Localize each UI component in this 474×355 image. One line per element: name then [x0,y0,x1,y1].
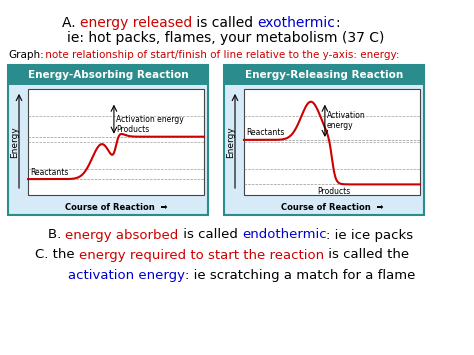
Text: Graph:: Graph: [8,50,44,60]
Text: Reactants: Reactants [246,129,284,137]
Text: is called: is called [192,16,258,30]
Bar [8,65,208,85]
Text: Energy-Absorbing Reaction: Energy-Absorbing Reaction [27,70,188,80]
Text: activation energy: activation energy [68,268,185,282]
Text: Energy-Releasing Reaction: Energy-Releasing Reaction [245,70,403,80]
Bar [8,65,208,215]
Text: : ie ice packs: : ie ice packs [327,229,414,241]
Text: :: : [336,16,340,30]
Text: Course of Reaction  ➡: Course of Reaction ➡ [65,203,167,213]
Text: note relationship of start/finish of line relative to the y-axis: energy:: note relationship of start/finish of lin… [42,50,400,60]
Text: A.: A. [62,16,80,30]
Text: Course of Reaction  ➡: Course of Reaction ➡ [281,203,383,213]
Text: is called: is called [179,229,242,241]
Text: : ie scratching a match for a flame: : ie scratching a match for a flame [185,268,415,282]
Text: ie: hot packs, flames, your metabolism (37 C): ie: hot packs, flames, your metabolism (… [67,31,384,45]
Text: Products: Products [116,125,149,134]
Text: Activation
energy: Activation energy [327,111,365,131]
Text: B.: B. [48,229,65,241]
Text: energy released: energy released [80,16,192,30]
Bar [244,89,420,195]
Text: endothermic: endothermic [242,229,327,241]
Bar [224,65,424,215]
Text: energy absorbed: energy absorbed [65,229,179,241]
Text: energy required to start the reaction: energy required to start the reaction [79,248,324,262]
Text: Products: Products [317,187,350,196]
Text: Energy: Energy [227,126,236,158]
Bar [224,65,424,85]
Text: C. the: C. the [35,248,79,262]
Text: is called the: is called the [324,248,409,262]
Text: exothermic: exothermic [258,16,336,30]
Text: Energy: Energy [10,126,19,158]
Text: Reactants: Reactants [30,168,68,176]
Text: Activation energy: Activation energy [116,115,183,124]
Bar [28,89,204,195]
